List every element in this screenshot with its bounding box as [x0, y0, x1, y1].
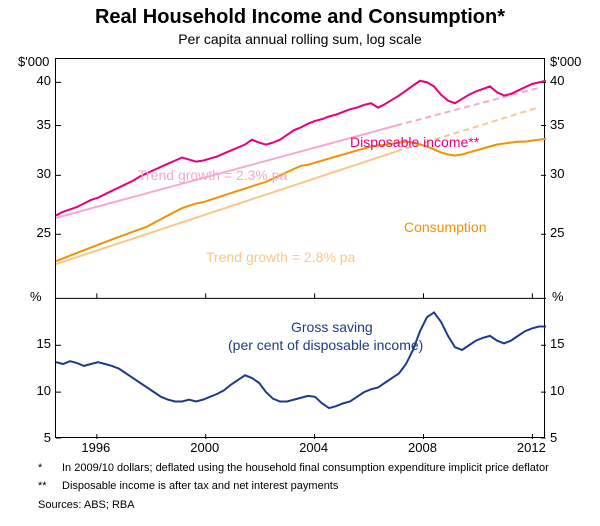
x-tick: 2012: [517, 440, 546, 455]
y-tick-top-right: 40: [550, 73, 595, 88]
series-label: (per cent of disposable income): [228, 337, 423, 353]
footnotes: *In 2009/10 dollars; deflated using the …: [35, 458, 575, 515]
footnote-2: Disposable income is after tax and net i…: [61, 478, 550, 494]
y-tick-top-left: 35: [6, 117, 51, 132]
series-label: Consumption: [404, 219, 487, 235]
chart-plot-area: Disposable income** Consumption Trend grow…: [55, 58, 545, 438]
y-tick-bot-right: 5: [550, 430, 595, 445]
y-tick-top-right: 30: [550, 166, 595, 181]
x-tick: 2000: [190, 440, 219, 455]
unit-top-right: $'000: [550, 54, 581, 69]
chart-subtitle: Per capita annual rolling sum, log scale: [0, 31, 600, 47]
y-tick-top-right: 35: [550, 117, 595, 132]
y-tick-bot-left: 10: [6, 383, 51, 398]
x-tick: 2008: [408, 440, 437, 455]
series-label: Disposable income**: [350, 134, 479, 150]
unit-bottom-right: %: [552, 289, 564, 304]
series-label: Trend growth = 2.3% pa: [138, 167, 287, 183]
y-tick-bot-right: 15: [550, 336, 595, 351]
y-tick-top-left: 40: [6, 73, 51, 88]
y-tick-bot-left: 5: [6, 430, 51, 445]
x-tick: 2004: [299, 440, 328, 455]
chart-title: Real Household Income and Consumption*: [0, 0, 600, 29]
series-label: Gross saving: [291, 319, 373, 335]
y-tick-bot-left: 15: [6, 336, 51, 351]
x-tick: 1996: [81, 440, 110, 455]
y-tick-top-right: 25: [550, 225, 595, 240]
footnote-1: In 2009/10 dollars; deflated using the h…: [61, 460, 550, 476]
series-label: Trend growth = 2.8% pa: [206, 249, 355, 265]
y-tick-top-left: 25: [6, 225, 51, 240]
unit-top-left: $'000: [18, 54, 49, 69]
unit-bottom-left: %: [30, 289, 42, 304]
footnote-sources: Sources: ABS; RBA: [37, 497, 550, 513]
y-tick-top-left: 30: [6, 166, 51, 181]
y-tick-bot-right: 10: [550, 383, 595, 398]
